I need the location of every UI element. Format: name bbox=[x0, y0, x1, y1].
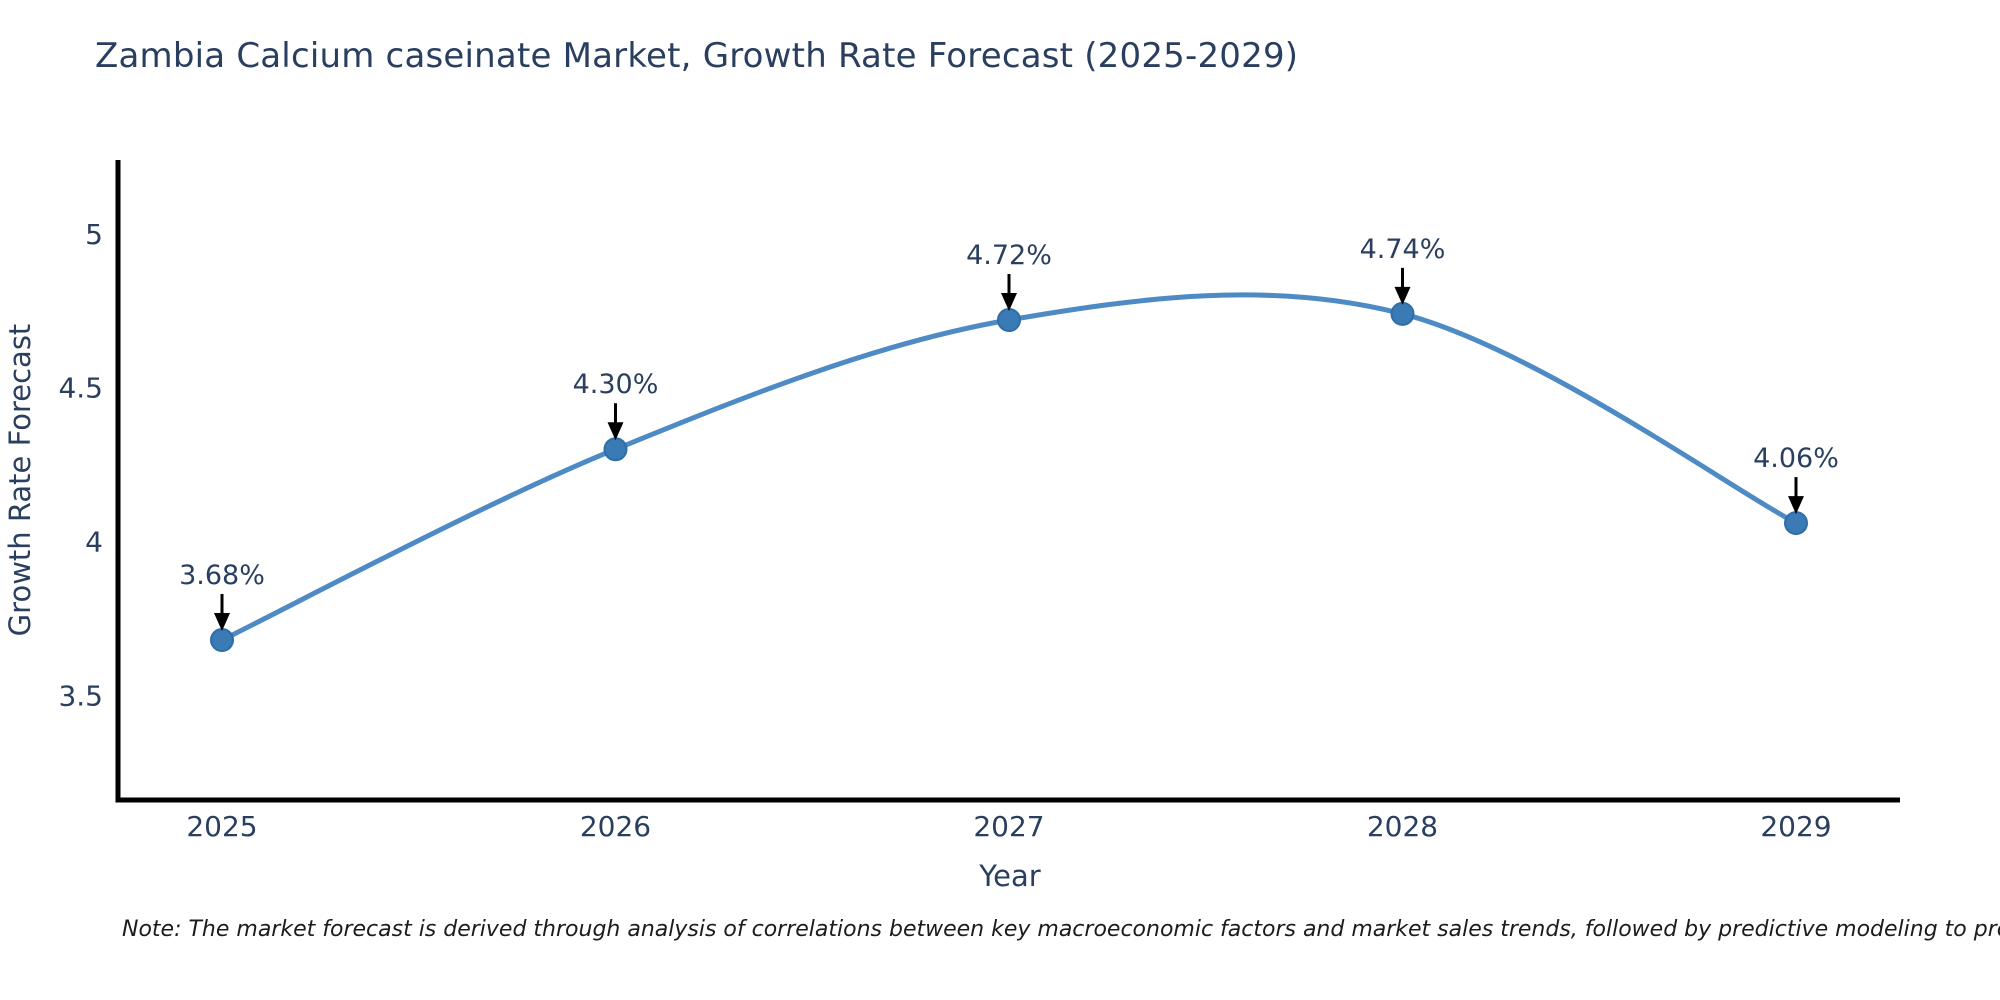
x-axis-title: Year bbox=[978, 859, 1040, 893]
x-tick-label: 2026 bbox=[580, 810, 651, 843]
annotation-arrowhead-icon bbox=[1394, 286, 1411, 305]
y-tick-label: 4 bbox=[85, 526, 103, 559]
data-point-label: 4.06% bbox=[1753, 443, 1839, 474]
x-tick-label: 2029 bbox=[1760, 810, 1831, 843]
y-tick-label: 4.5 bbox=[58, 372, 103, 405]
data-point-marker bbox=[997, 308, 1021, 332]
data-point-label: 4.30% bbox=[573, 369, 659, 400]
chart-title: Zambia Calcium caseinate Market, Growth … bbox=[95, 36, 1299, 76]
annotation-arrowhead-icon bbox=[1001, 293, 1017, 311]
annotation-layer: 3.68% 4.30% 4.72% 4.74% 4.06% bbox=[179, 234, 1839, 631]
axes-layer: 3.5 4 4.5 5 2025 2026 2027 2028 2029 bbox=[58, 160, 1900, 843]
data-point-marker bbox=[1390, 301, 1415, 326]
x-tick-label: 2027 bbox=[973, 810, 1044, 843]
y-axis-title: Growth Rate Forecast bbox=[3, 324, 37, 637]
data-point-marker bbox=[603, 437, 628, 462]
x-tick-label: 2025 bbox=[186, 810, 257, 843]
annotation-arrowhead-icon bbox=[1788, 496, 1804, 515]
x-tick-label: 2028 bbox=[1367, 810, 1438, 843]
series-layer bbox=[210, 292, 1808, 652]
annotation-arrowhead-icon bbox=[214, 613, 230, 631]
chart-footnote: Note: The market forecast is derived thr… bbox=[122, 917, 2000, 942]
data-point-label: 3.68% bbox=[179, 560, 265, 591]
axis-spines bbox=[115, 160, 1900, 803]
annotation-arrowhead-icon bbox=[607, 422, 624, 441]
forecast-line bbox=[219, 292, 1799, 643]
data-point-label: 4.72% bbox=[966, 240, 1052, 271]
data-point-marker bbox=[210, 628, 234, 652]
y-tick-label: 5 bbox=[85, 218, 103, 251]
data-point-marker bbox=[1784, 511, 1808, 536]
data-point-label: 4.74% bbox=[1360, 234, 1446, 265]
y-tick-label: 3.5 bbox=[58, 679, 103, 712]
